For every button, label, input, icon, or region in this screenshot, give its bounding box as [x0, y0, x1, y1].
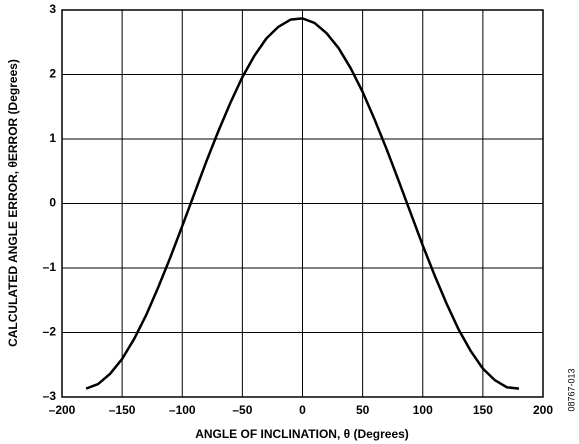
- y-tick-label: 1: [49, 131, 56, 145]
- plot-frame: [61, 9, 544, 398]
- figure-id: 08767-013: [566, 368, 576, 411]
- y-tick-label: 2: [49, 67, 56, 81]
- x-tick-label: 100: [413, 403, 433, 417]
- x-tick-label: 50: [356, 403, 370, 417]
- y-tick-label: 0: [49, 196, 56, 210]
- y-tick-label: –2: [43, 325, 57, 339]
- x-tick-label: –200: [49, 403, 76, 417]
- x-tick-label: –50: [232, 403, 252, 417]
- y-tick-label: 3: [49, 2, 56, 16]
- x-axis-label: ANGLE OF INCLINATION, θ (Degrees): [195, 427, 409, 441]
- y-tick-label: –3: [43, 389, 57, 403]
- x-tick-label: 0: [299, 403, 306, 417]
- x-tick-label: –150: [109, 403, 136, 417]
- x-tick-label: 150: [473, 403, 493, 417]
- x-tick-label: 200: [533, 403, 553, 417]
- y-axis-label: CALCULATED ANGLE ERROR, θERROR (Degrees): [6, 59, 20, 347]
- y-tick-label: –1: [43, 260, 57, 274]
- x-tick-label: –100: [169, 403, 196, 417]
- data-line: [85, 17, 520, 390]
